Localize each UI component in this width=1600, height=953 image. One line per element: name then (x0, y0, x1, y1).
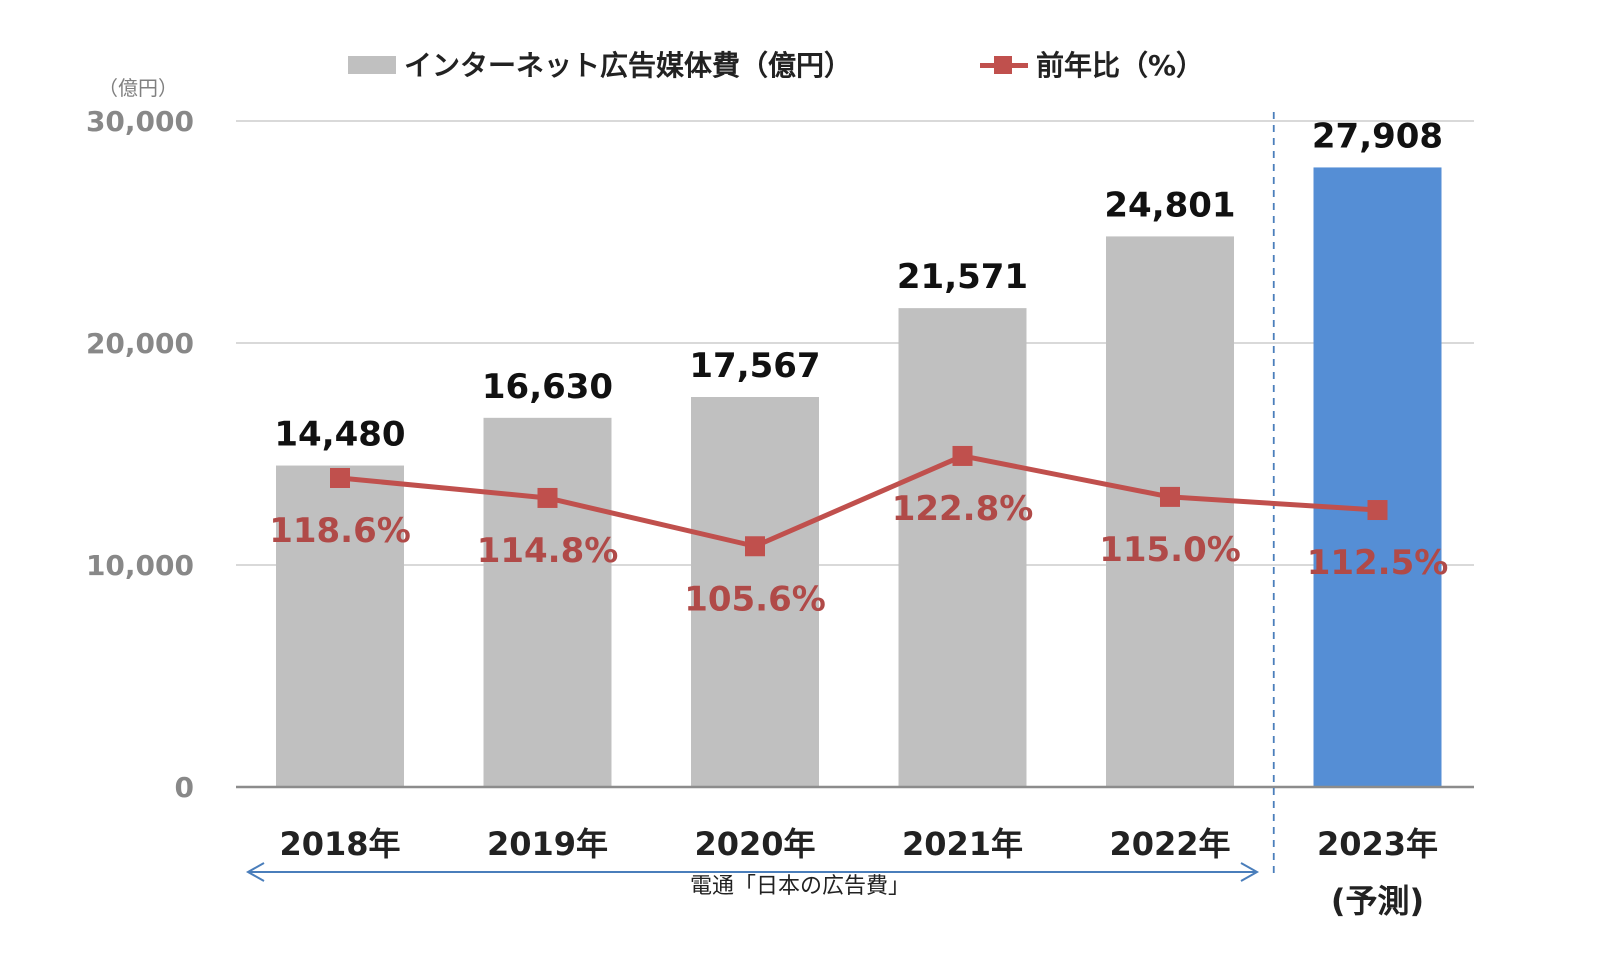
forecast-label: (予測) (1331, 882, 1424, 920)
yoy-value-label: 115.0% (1099, 530, 1241, 570)
yoy-marker (330, 468, 350, 488)
bar (1313, 167, 1442, 788)
legend-bar-swatch (348, 56, 396, 74)
x-tick-label: 2022年 (1109, 825, 1230, 863)
bar (483, 417, 612, 787)
yoy-line (339, 453, 1378, 549)
yoy-value-label: 118.6% (269, 511, 411, 551)
source-arrow-left-head (245, 862, 265, 882)
x-tick-label: 2023年 (1317, 825, 1438, 863)
yoy-marker (1160, 486, 1180, 507)
bar-value-label: 24,801 (1104, 185, 1235, 225)
x-tick-label: 2020年 (694, 825, 815, 863)
legend-line-label: 前年比（%） (1036, 49, 1205, 82)
bar (691, 397, 819, 787)
yoy-marker (952, 445, 973, 466)
bar-value-label: 17,567 (689, 346, 820, 386)
x-tick-label: 2021年 (902, 825, 1023, 863)
y-axis-unit: （億円） (98, 76, 178, 100)
x-tick-label: 2019年 (487, 825, 608, 863)
y-tick-label: 0 (175, 771, 194, 804)
source-note: 電通「日本の広告費」 (690, 874, 911, 899)
y-tick-label: 30,000 (86, 105, 194, 138)
y-tick-label: 10,000 (86, 549, 194, 582)
bar-value-label: 21,571 (897, 257, 1028, 297)
legend-line-marker (994, 56, 1012, 74)
source-arrow-right-head (1240, 862, 1260, 882)
bar-value-label: 27,908 (1312, 116, 1443, 156)
yoy-marker (537, 487, 558, 508)
bar-value-label: 14,480 (274, 415, 405, 455)
bar (276, 465, 404, 787)
y-tick-label: 20,000 (86, 327, 194, 360)
yoy-value-label: 114.8% (477, 531, 619, 571)
bar (1106, 236, 1234, 788)
x-tick-label: 2018年 (279, 825, 400, 863)
bar-value-label: 16,630 (482, 367, 613, 407)
yoy-value-label: 122.8% (892, 489, 1034, 529)
yoy-marker (1367, 500, 1388, 521)
yoy-value-label: 112.5% (1307, 543, 1449, 583)
legend-bar-label: インターネット広告媒体費（億円） (404, 49, 853, 82)
bar (898, 308, 1027, 787)
yoy-marker (745, 536, 765, 557)
yoy-value-label: 105.6% (684, 579, 826, 619)
